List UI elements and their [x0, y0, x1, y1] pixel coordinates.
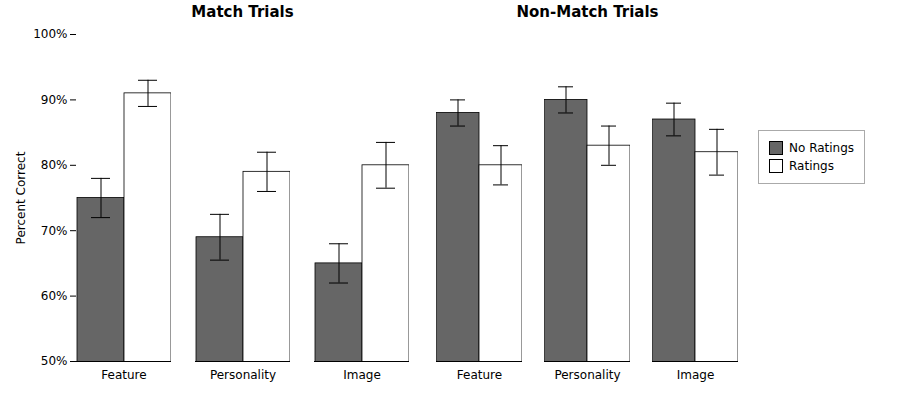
svg-text:60%: 60% — [41, 289, 68, 303]
html-text:Non-Match Trials: Non-Match Trials — [516, 3, 659, 21]
svg-text:90%: 90% — [41, 93, 68, 107]
html-text:Match Trials: Match Trials — [191, 3, 294, 21]
svg-text:Percent Correct: Percent Correct — [14, 151, 28, 244]
svg-text:Image: Image — [343, 368, 381, 382]
svg-text:Personality: Personality — [210, 368, 276, 382]
svg-text:Feature: Feature — [457, 368, 502, 382]
svg-text:Image: Image — [677, 368, 715, 382]
svg-text:80%: 80% — [41, 158, 68, 172]
html-text:Ratings: Ratings — [789, 159, 834, 173]
html-text:No Ratings: No Ratings — [789, 141, 855, 155]
svg-text:100%: 100% — [33, 27, 67, 41]
svg-text:50%: 50% — [41, 354, 68, 368]
svg-text:Feature: Feature — [101, 368, 146, 382]
svg-text:70%: 70% — [41, 224, 68, 238]
svg-text:Personality: Personality — [554, 368, 620, 382]
